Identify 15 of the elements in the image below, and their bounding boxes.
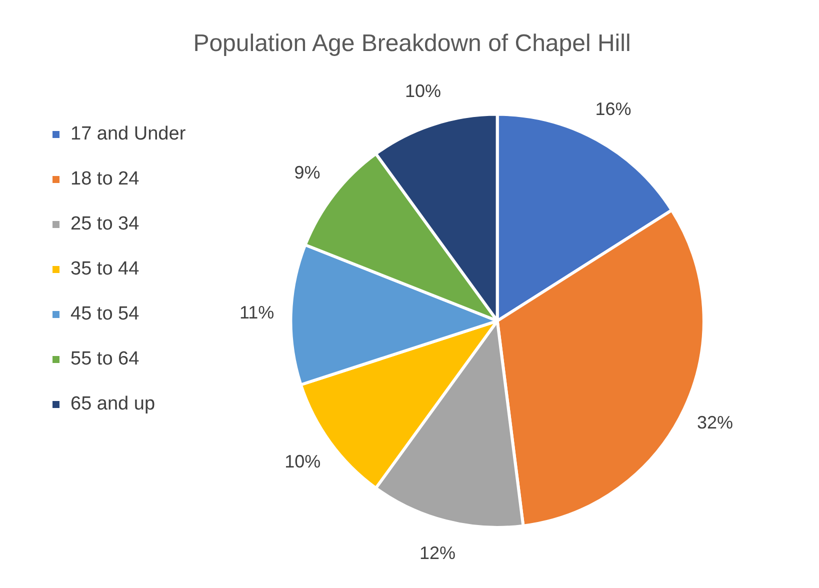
data-label: 9%	[294, 162, 320, 182]
data-label: 10%	[404, 81, 441, 102]
data-label: 12%	[419, 542, 456, 563]
legend-label: 55 to 64	[70, 348, 140, 370]
legend-label: 17 and Under	[70, 124, 186, 145]
legend-label: 65 and up	[70, 394, 156, 415]
legend-label: 35 to 44	[70, 258, 140, 280]
data-label: 32%	[697, 412, 734, 432]
chart-title: Population Age Breakdown of Chapel Hill	[193, 30, 631, 58]
legend-label: 45 to 54	[70, 304, 140, 325]
legend-label: 25 to 34	[70, 214, 140, 235]
data-label: 10%	[284, 451, 321, 472]
legend-label: 18 to 24	[70, 168, 140, 190]
data-label: 11%	[239, 302, 274, 322]
data-label: 16%	[595, 99, 632, 120]
